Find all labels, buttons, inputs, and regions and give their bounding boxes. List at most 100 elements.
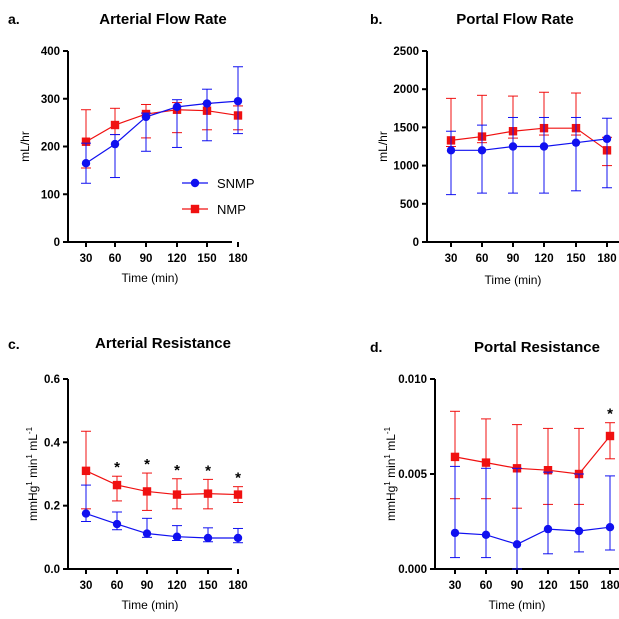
chart-title: Portal Resistance: [474, 339, 600, 356]
data-point: [233, 490, 243, 499]
y-tick-label: 0: [54, 237, 60, 249]
data-point: [446, 146, 456, 155]
significance-marker: *: [144, 456, 150, 473]
series-line: [85, 109, 239, 143]
y-axis-label-part: mL: [26, 434, 40, 454]
x-tick-label: 60: [480, 580, 493, 592]
series-line: [450, 127, 608, 151]
series-nmp: [450, 410, 615, 509]
x-tick-label: 150: [569, 580, 588, 592]
series-snmp: [450, 465, 615, 570]
panel-letter: b.: [370, 11, 382, 27]
x-tick-label: 120: [534, 253, 553, 265]
y-tick-label: 500: [400, 199, 419, 211]
data-point: [450, 452, 460, 462]
x-tick-label: 60: [109, 253, 122, 265]
x-tick-label: 30: [80, 580, 93, 592]
series-line: [85, 100, 239, 164]
y-tick-label: 300: [41, 94, 60, 106]
data-point: [508, 142, 518, 151]
significance-marker: *: [607, 406, 613, 423]
chart-title: Portal Flow Rate: [456, 11, 574, 28]
data-point: [481, 458, 491, 467]
x-tick-label: 150: [198, 580, 217, 592]
x-axis-label: Time (min): [122, 271, 179, 285]
chart-title: Arterial Flow Rate: [99, 11, 227, 28]
y-axis-label-superscript: -1: [383, 426, 392, 434]
data-point: [112, 519, 122, 529]
x-tick-label: 90: [141, 580, 154, 592]
legend-marker: [190, 204, 200, 214]
data-point: [481, 530, 491, 539]
y-tick-label: 1500: [393, 122, 419, 134]
data-point: [81, 466, 91, 476]
y-tick-label: 0.6: [44, 374, 60, 386]
data-point: [172, 532, 182, 541]
data-point: [450, 528, 460, 538]
data-point: [602, 134, 612, 144]
data-point: [110, 139, 120, 149]
y-axis-label: mmHg1 min1 mL-1: [25, 426, 40, 521]
data-point: [203, 533, 213, 543]
y-tick-label: 100: [41, 189, 60, 201]
y-axis-label-part: mL/hr: [18, 131, 32, 162]
series-snmp: [81, 66, 243, 184]
chart-panel-3: c. Arterial Resistance 0.0 0.2 0.4 0.6 30 60 90 1…: [8, 335, 248, 612]
data-point: [81, 137, 91, 146]
data-point: [202, 99, 212, 108]
y-tick-label: 200: [41, 142, 60, 154]
data-point: [203, 489, 213, 498]
y-tick-label: 2500: [393, 46, 419, 58]
y-axis-label-part: mmHg: [26, 486, 40, 521]
data-point: [81, 509, 91, 518]
x-tick-label: 90: [507, 253, 520, 265]
data-point: [512, 540, 522, 549]
x-tick-label: 60: [476, 253, 489, 265]
y-tick-label: 400: [41, 46, 60, 58]
y-axis-label-part: mL/hr: [376, 131, 390, 162]
x-tick-label: 180: [600, 580, 619, 592]
data-point: [142, 487, 152, 496]
data-point: [172, 490, 182, 499]
data-point: [605, 523, 615, 532]
series-line: [454, 435, 611, 475]
x-tick-label: 120: [167, 253, 186, 265]
significance-marker: *: [174, 462, 180, 479]
series-line: [85, 470, 239, 496]
x-tick-label: 30: [445, 253, 458, 265]
series-line: [454, 526, 611, 545]
y-tick-label: 2000: [393, 84, 419, 96]
x-tick-label: 60: [111, 580, 124, 592]
x-tick-label: 180: [228, 580, 247, 592]
x-axis-label: Time (min): [489, 598, 546, 612]
data-point: [571, 138, 581, 147]
data-point: [110, 120, 120, 130]
chart-panel-2: b. Portal Flow Rate 0 500 1000 1500 2000 2500 30…: [370, 11, 619, 287]
x-tick-label: 180: [228, 253, 247, 265]
data-point: [605, 431, 615, 441]
y-axis-label-part: min: [384, 459, 398, 482]
data-point: [574, 526, 584, 536]
x-tick-label: 30: [449, 580, 462, 592]
legend-label: SNMP: [217, 176, 255, 191]
y-axis-label: mL/hr: [376, 131, 390, 162]
y-axis-label-superscript: 1: [25, 454, 34, 459]
x-axis-label: Time (min): [485, 273, 542, 287]
x-tick-label: 180: [597, 253, 616, 265]
panel-letter: a.: [8, 11, 20, 27]
data-point: [142, 529, 152, 538]
legend-label: NMP: [217, 202, 246, 217]
series-nmp: [446, 91, 612, 167]
series-line: [85, 513, 238, 539]
y-axis-label: mL/hr: [18, 131, 32, 162]
y-tick-label: 0.000: [398, 564, 427, 576]
chart-panel-1: a. Arterial Flow Rate 0 100 200 300 400 30 60 90 1…: [8, 11, 255, 285]
y-axis-label-part: mL: [384, 434, 398, 454]
y-tick-label: 0.4: [44, 437, 61, 449]
x-axis-label: Time (min): [122, 598, 179, 612]
data-point: [172, 102, 182, 112]
x-tick-label: 150: [566, 253, 585, 265]
x-tick-label: 120: [538, 580, 557, 592]
x-tick-label: 150: [197, 253, 216, 265]
chart-panel-4: d. Portal Resistance 0.000 0.005 0.010 30 60 90…: [370, 339, 619, 612]
